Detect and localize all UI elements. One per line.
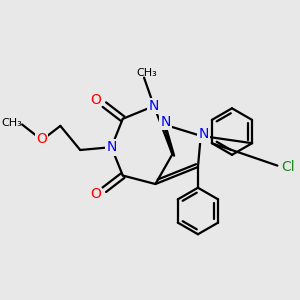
Text: N: N	[149, 99, 159, 113]
Text: N: N	[160, 115, 170, 129]
Text: N: N	[106, 140, 117, 154]
Text: N: N	[198, 128, 209, 141]
Text: O: O	[36, 132, 47, 146]
Text: Cl: Cl	[281, 160, 295, 174]
Text: O: O	[90, 93, 101, 107]
Text: CH₃: CH₃	[2, 118, 22, 128]
Text: CH₃: CH₃	[136, 68, 157, 78]
Text: O: O	[90, 187, 101, 201]
